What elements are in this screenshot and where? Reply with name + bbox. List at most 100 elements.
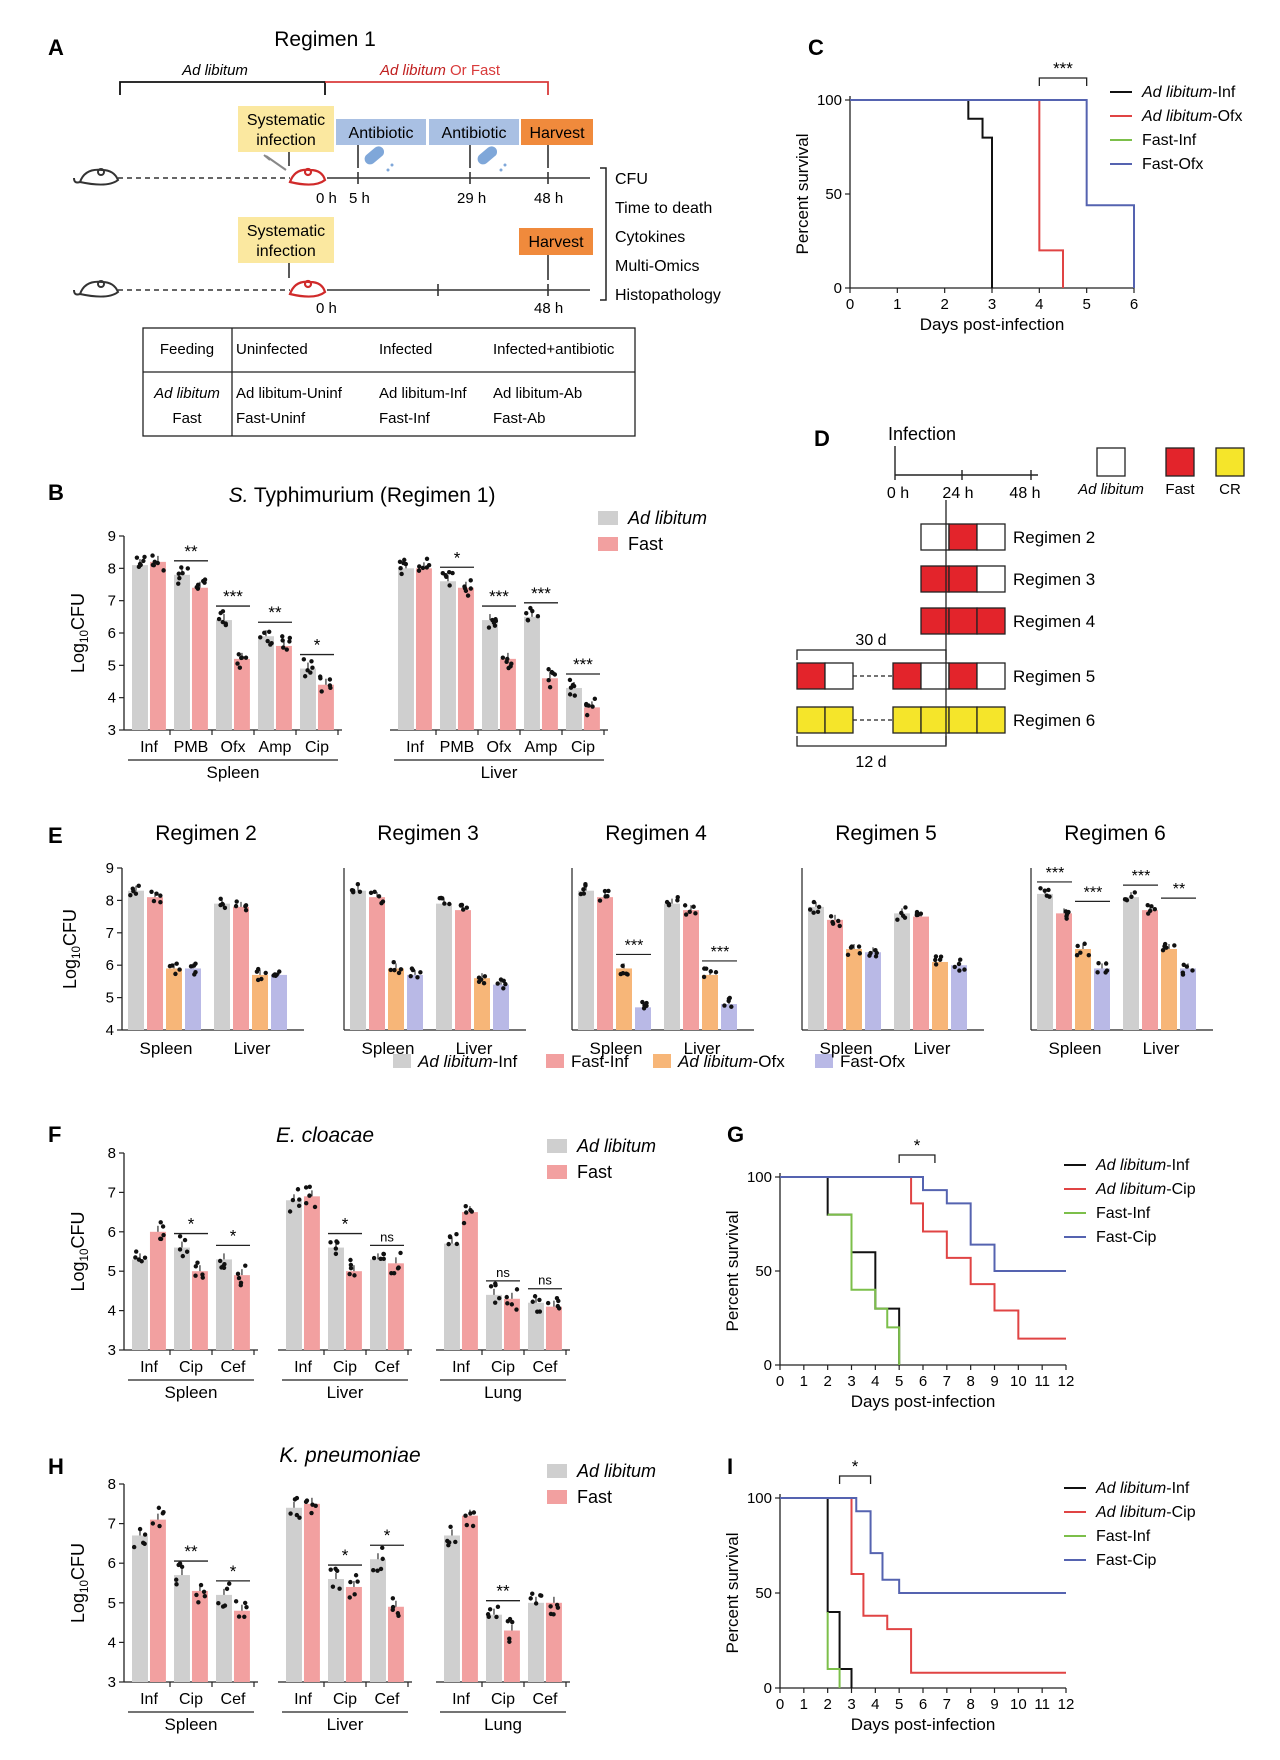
data-point bbox=[470, 1523, 476, 1529]
data-point bbox=[620, 963, 625, 969]
data-point bbox=[317, 674, 323, 679]
sig-label: *** bbox=[625, 937, 644, 954]
bar bbox=[303, 1503, 320, 1682]
y-tick-label: 7 bbox=[106, 925, 114, 942]
group-label: Spleen bbox=[207, 763, 260, 782]
bar bbox=[702, 974, 718, 1030]
data-point bbox=[372, 889, 377, 895]
regimen-1-title: Regimen 1 bbox=[274, 28, 376, 51]
data-point bbox=[333, 1246, 339, 1251]
data-point bbox=[507, 1636, 512, 1641]
data-point bbox=[398, 967, 404, 972]
legend-swatch bbox=[815, 1054, 833, 1068]
x-tick-label: Liver bbox=[914, 1039, 951, 1058]
bar bbox=[1075, 949, 1091, 1030]
mouse-icon bbox=[73, 280, 120, 298]
data-point bbox=[1146, 911, 1151, 916]
data-point bbox=[337, 1586, 342, 1591]
sig-label: ns bbox=[496, 1265, 510, 1280]
y-axis-label: Log10CFU bbox=[68, 593, 91, 673]
timeline-ticks bbox=[357, 172, 549, 296]
y-tick-label: 7 bbox=[108, 593, 116, 610]
survival-line bbox=[780, 1176, 1066, 1272]
x-tick-label: Cip bbox=[179, 1691, 203, 1708]
x-tick-label: 1 bbox=[800, 1696, 808, 1713]
data-point bbox=[528, 1596, 533, 1601]
data-point bbox=[727, 995, 732, 1001]
data-point bbox=[691, 904, 696, 909]
data-point bbox=[446, 569, 452, 575]
data-point bbox=[1078, 950, 1083, 955]
data-point bbox=[180, 1253, 186, 1259]
data-point bbox=[302, 674, 308, 679]
data-point bbox=[1086, 952, 1092, 958]
x-tick-label: 0 bbox=[846, 296, 854, 313]
y-tick-label: 0 bbox=[764, 1680, 772, 1697]
data-point bbox=[454, 1241, 460, 1247]
x-tick-label: 0 bbox=[776, 1373, 784, 1390]
data-point bbox=[624, 971, 629, 976]
data-point bbox=[176, 581, 181, 586]
data-point bbox=[494, 1614, 499, 1620]
data-point bbox=[368, 890, 374, 896]
bar bbox=[499, 658, 516, 730]
time-label: 48 h bbox=[534, 300, 563, 317]
table-cell: Ad libitum bbox=[153, 385, 220, 402]
sig-label: ** bbox=[268, 603, 282, 622]
bar bbox=[191, 1590, 208, 1682]
data-point bbox=[193, 1273, 198, 1278]
regimen-label: Regimen 5 bbox=[1013, 667, 1095, 686]
data-point bbox=[1082, 941, 1087, 946]
data-point bbox=[1160, 947, 1166, 953]
data-point bbox=[468, 586, 474, 591]
data-point bbox=[683, 912, 689, 917]
data-point bbox=[227, 1581, 232, 1586]
data-point bbox=[933, 962, 939, 967]
data-point bbox=[150, 1521, 156, 1526]
data-point bbox=[131, 1544, 137, 1550]
chart-title: E. cloacae bbox=[276, 1124, 374, 1147]
bar bbox=[233, 658, 250, 730]
data-point bbox=[597, 898, 603, 903]
data-point bbox=[463, 588, 469, 594]
antibiotic-box bbox=[429, 119, 519, 145]
pill-icon bbox=[477, 146, 507, 172]
legend-label: Fast bbox=[577, 1487, 612, 1507]
data-point bbox=[177, 1247, 183, 1252]
data-point bbox=[481, 981, 487, 986]
x-tick-label: Cip bbox=[491, 1359, 515, 1376]
data-point bbox=[151, 563, 157, 568]
data-point bbox=[182, 1237, 188, 1243]
bar bbox=[233, 1610, 250, 1682]
data-point bbox=[666, 903, 672, 908]
data-point bbox=[828, 914, 834, 919]
data-point bbox=[288, 1511, 293, 1516]
data-point bbox=[142, 1532, 148, 1537]
data-point bbox=[348, 1262, 354, 1268]
group-table: Feeding Uninfected Infected Infected+ant… bbox=[142, 327, 636, 437]
legend-label: Fast-Cip bbox=[1096, 1229, 1157, 1246]
data-point bbox=[500, 655, 506, 660]
data-point bbox=[417, 564, 422, 569]
data-point bbox=[460, 907, 466, 912]
x-tick-label: Cef bbox=[533, 1691, 558, 1708]
data-point bbox=[464, 905, 470, 910]
regimen-label: Regimen 6 bbox=[1013, 711, 1095, 730]
bar bbox=[174, 1247, 190, 1350]
data-point bbox=[380, 1556, 385, 1562]
x-tick-label: 10 bbox=[1010, 1373, 1027, 1390]
x-tick-label: 2 bbox=[823, 1696, 831, 1713]
sig-label: *** bbox=[1046, 865, 1065, 882]
data-point bbox=[1042, 888, 1047, 893]
data-point bbox=[408, 973, 413, 979]
x-tick-label: 2 bbox=[823, 1373, 831, 1390]
data-point bbox=[495, 981, 500, 986]
readout-item: CFU bbox=[615, 171, 648, 188]
panel-letter: H bbox=[48, 1454, 64, 1479]
data-point bbox=[471, 1510, 477, 1515]
data-point bbox=[590, 704, 595, 709]
panel-letter: B bbox=[48, 480, 64, 505]
bar bbox=[191, 1271, 208, 1350]
y-tick-label: 50 bbox=[755, 1585, 772, 1602]
bar bbox=[233, 1275, 250, 1350]
